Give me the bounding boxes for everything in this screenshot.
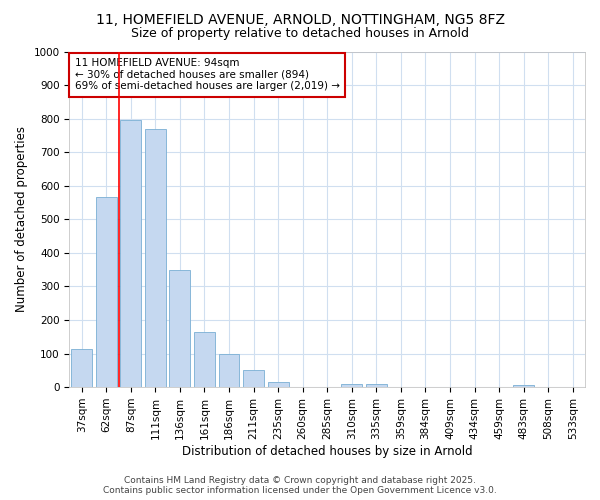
Text: 11, HOMEFIELD AVENUE, ARNOLD, NOTTINGHAM, NG5 8FZ: 11, HOMEFIELD AVENUE, ARNOLD, NOTTINGHAM…: [95, 12, 505, 26]
Bar: [71, 348, 92, 387]
Bar: [268, 382, 289, 387]
Bar: [145, 128, 166, 387]
Bar: [194, 332, 215, 387]
Bar: [513, 386, 534, 387]
Bar: [169, 270, 190, 387]
Bar: [218, 354, 239, 387]
Text: Contains HM Land Registry data © Crown copyright and database right 2025.
Contai: Contains HM Land Registry data © Crown c…: [103, 476, 497, 495]
Text: 11 HOMEFIELD AVENUE: 94sqm
← 30% of detached houses are smaller (894)
69% of sem: 11 HOMEFIELD AVENUE: 94sqm ← 30% of deta…: [74, 58, 340, 92]
Y-axis label: Number of detached properties: Number of detached properties: [15, 126, 28, 312]
Bar: [341, 384, 362, 387]
Bar: [121, 120, 141, 387]
Bar: [366, 384, 387, 387]
Bar: [96, 198, 116, 387]
Bar: [243, 370, 264, 387]
X-axis label: Distribution of detached houses by size in Arnold: Distribution of detached houses by size …: [182, 444, 473, 458]
Text: Size of property relative to detached houses in Arnold: Size of property relative to detached ho…: [131, 28, 469, 40]
